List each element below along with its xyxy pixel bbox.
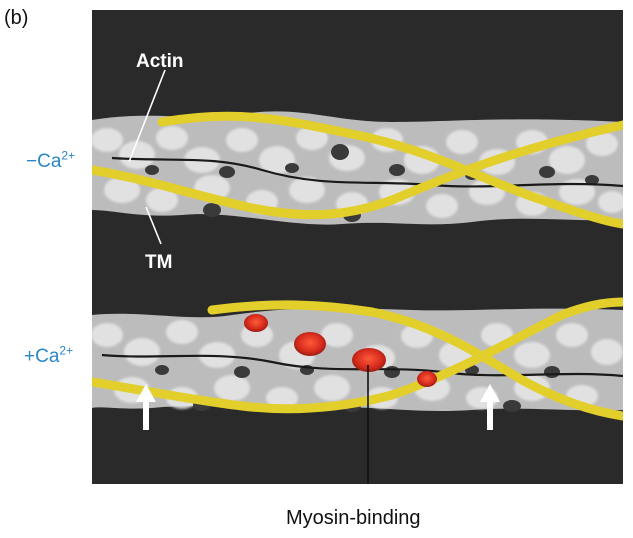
filament-plus-calcium: [92, 297, 623, 421]
plus-calcium-text: +Ca: [24, 346, 60, 367]
actin-leader-line: [128, 69, 166, 163]
arrow-icon: [480, 384, 500, 430]
micrograph-background: [92, 10, 623, 484]
actin-grooves-top: [145, 144, 599, 222]
filament-minus-calcium: [92, 111, 623, 229]
tm-leader-line: [145, 206, 162, 245]
minus-calcium-label: −Ca2+: [26, 148, 76, 172]
tropomyosin-strand-bottom-a: [207, 300, 623, 421]
myosin-binding-site: [352, 348, 386, 372]
minus-calcium-charge: 2+: [61, 148, 76, 163]
tm-label: TM: [145, 252, 172, 273]
tropomyosin-strand-bottom-b: [92, 297, 623, 414]
myosin-binding-caption: Myosin-binding: [286, 507, 421, 529]
micrograph-panel: Actin TM: [92, 10, 623, 484]
tropomyosin-strand-top-b: [92, 120, 623, 220]
plus-calcium-label: +Ca2+: [24, 343, 74, 367]
actin-strand-line-bottom: [101, 353, 623, 378]
minus-calcium-text: −Ca: [26, 151, 62, 172]
arrow-icon: [136, 384, 156, 430]
actin-strand-line-top: [111, 156, 623, 188]
plus-calcium-charge: 2+: [59, 343, 74, 358]
myosin-binding-site: [294, 332, 326, 356]
panel-letter: (b): [4, 7, 29, 29]
myosin-binding-site: [417, 371, 437, 387]
myosin-binding-site: [244, 314, 268, 332]
tropomyosin-strand-top-a: [157, 111, 623, 229]
actin-label: Actin: [136, 51, 184, 72]
